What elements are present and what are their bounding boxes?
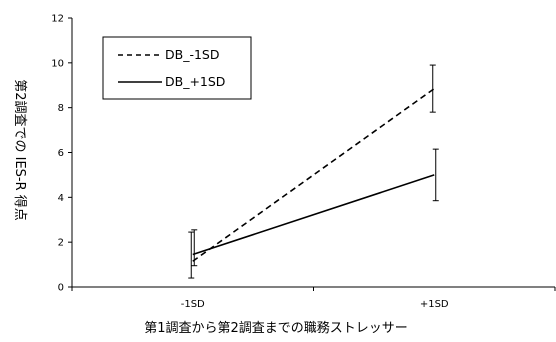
x-tick-label: +1SD [420, 299, 449, 310]
y-tick-label: 4 [58, 193, 64, 204]
x-tick-label: -1SD [181, 299, 205, 310]
series-layer [192, 87, 435, 262]
series-line-0 [192, 87, 435, 262]
y-tick-label: 2 [58, 238, 64, 249]
legend: DB_-1SD DB_+1SD [102, 36, 252, 100]
legend-box [102, 36, 252, 100]
legend-label-db-plus: DB_+1SD [165, 74, 225, 89]
legend-label-db-minus: DB_-1SD [165, 47, 219, 62]
y-tick-label: 0 [58, 283, 64, 294]
series-line-1 [192, 174, 435, 256]
y-axis-title: 第2調査での IES-R 得点 [12, 79, 28, 221]
y-tick-label: 10 [51, 58, 64, 69]
error-bars [188, 64, 439, 279]
x-axis: -1SD +1SD [71, 286, 556, 310]
y-tick-label: 6 [58, 148, 64, 159]
y-tick-label: 8 [58, 103, 64, 114]
y-axis: 0 2 4 6 8 10 12 [51, 14, 73, 294]
x-axis-title: 第1調査から第2調査までの職務ストレッサー [144, 321, 408, 336]
y-tick-label: 12 [51, 14, 64, 25]
